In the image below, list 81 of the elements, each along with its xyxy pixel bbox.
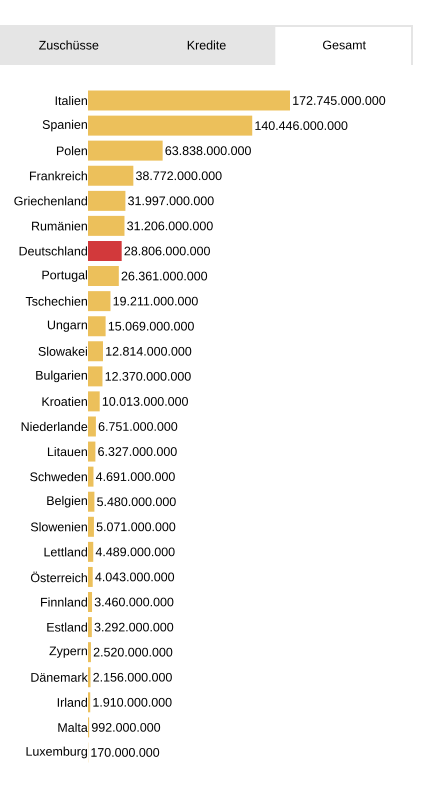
data-label: 12.814.000.000: [106, 346, 192, 356]
data-label: 63.838.000.000: [165, 146, 251, 156]
bar: [88, 642, 91, 662]
data-label: 15.069.000.000: [108, 322, 194, 331]
data-label: 38.772.000.000: [136, 171, 222, 180]
y-tick-label: Tschechien: [26, 296, 87, 306]
data-label: 172.745.000.000: [293, 96, 386, 105]
text: Gesamt: [323, 40, 366, 50]
y-tick-label: Kroatien: [42, 396, 87, 406]
y-tick-label: Bulgarien: [36, 370, 87, 382]
bar: [88, 617, 92, 638]
y-tick-label: Slowenien: [30, 522, 87, 532]
bar: [88, 216, 124, 236]
y-tick-label: Portugal: [42, 270, 87, 282]
y-tick-label: Zypern: [49, 646, 87, 658]
bar: [88, 492, 94, 512]
y-tick-label: Frankreich: [30, 171, 87, 180]
y-tick-label: Österreich: [30, 572, 87, 582]
data-label: 31.206.000.000: [127, 222, 213, 230]
data-label: 2.156.000.000: [93, 672, 172, 682]
data-label: 3.292.000.000: [94, 622, 174, 632]
y-tick-label: Ungarn: [48, 320, 87, 332]
bar: [88, 592, 92, 612]
bar: [88, 442, 96, 462]
data-label: 992.000.000: [92, 722, 160, 732]
bar: [88, 566, 93, 587]
y-tick-label: Slowakei: [38, 346, 87, 356]
bar: [88, 116, 252, 136]
bar: [88, 240, 122, 261]
data-label: 4.489.000.000: [96, 547, 175, 556]
bar: [88, 90, 290, 111]
bar: [88, 341, 103, 362]
bar: [88, 542, 94, 562]
y-tick-label: Griechenland: [14, 196, 87, 206]
y-tick-label: Luxemburg: [26, 746, 87, 758]
bar: [88, 516, 94, 537]
bar: [88, 391, 100, 412]
data-label: 170.000.000: [91, 748, 160, 757]
y-tick-label: Deutschland: [20, 246, 87, 256]
data-label: 5.480.000.000: [97, 497, 176, 506]
y-tick-label: Rumänien: [32, 221, 87, 230]
y-tick-label: Schweden: [30, 472, 87, 482]
bar: [88, 667, 91, 688]
y-tick-label: Belgien: [47, 496, 87, 508]
data-label: 10.013.000.000: [102, 397, 188, 406]
y-tick-label: Malta: [58, 722, 88, 732]
bar: [88, 466, 94, 487]
bar: [88, 140, 163, 161]
bar: [88, 291, 110, 312]
bar: [88, 266, 119, 286]
data-label: 28.806.000.000: [124, 246, 210, 256]
bar: [88, 416, 96, 436]
text: Kredite: [188, 40, 226, 50]
data-label: 1.910.000.000: [93, 698, 172, 707]
data-label: 4.043.000.000: [95, 572, 174, 582]
y-tick-label: Irland: [58, 698, 87, 707]
data-label: 4.691.000.000: [96, 472, 175, 482]
y-tick-label: Niederlande: [22, 422, 88, 432]
data-label: 3.460.000.000: [94, 598, 174, 606]
data-label: 26.361.000.000: [122, 272, 208, 280]
data-label: 31.997.000.000: [128, 196, 214, 206]
bar: [88, 316, 106, 336]
bar: [88, 166, 134, 186]
data-label: 19.211.000.000: [114, 296, 198, 306]
data-label: 6.751.000.000: [98, 422, 178, 431]
y-tick-label: Litauen: [48, 446, 87, 456]
y-tick-label: Italien: [56, 96, 87, 106]
text: Zuschüsse: [39, 40, 98, 50]
data-label: 12.370.000.000: [106, 372, 191, 381]
y-tick-label: Spanien: [42, 120, 87, 132]
data-label: 140.446.000.000: [255, 121, 348, 130]
data-label: 6.327.000.000: [98, 447, 177, 456]
y-tick-label: Estland: [47, 622, 87, 632]
data-label: 5.071.000.000: [96, 522, 176, 532]
bar: [88, 366, 102, 386]
bar: [88, 190, 126, 211]
data-label: 2.520.000.000: [94, 648, 172, 657]
y-tick-label: Lettland: [44, 547, 87, 556]
y-tick-label: Finnland: [41, 597, 87, 607]
y-tick-label: Polen: [56, 146, 87, 156]
y-tick-label: Dänemark: [31, 672, 88, 682]
